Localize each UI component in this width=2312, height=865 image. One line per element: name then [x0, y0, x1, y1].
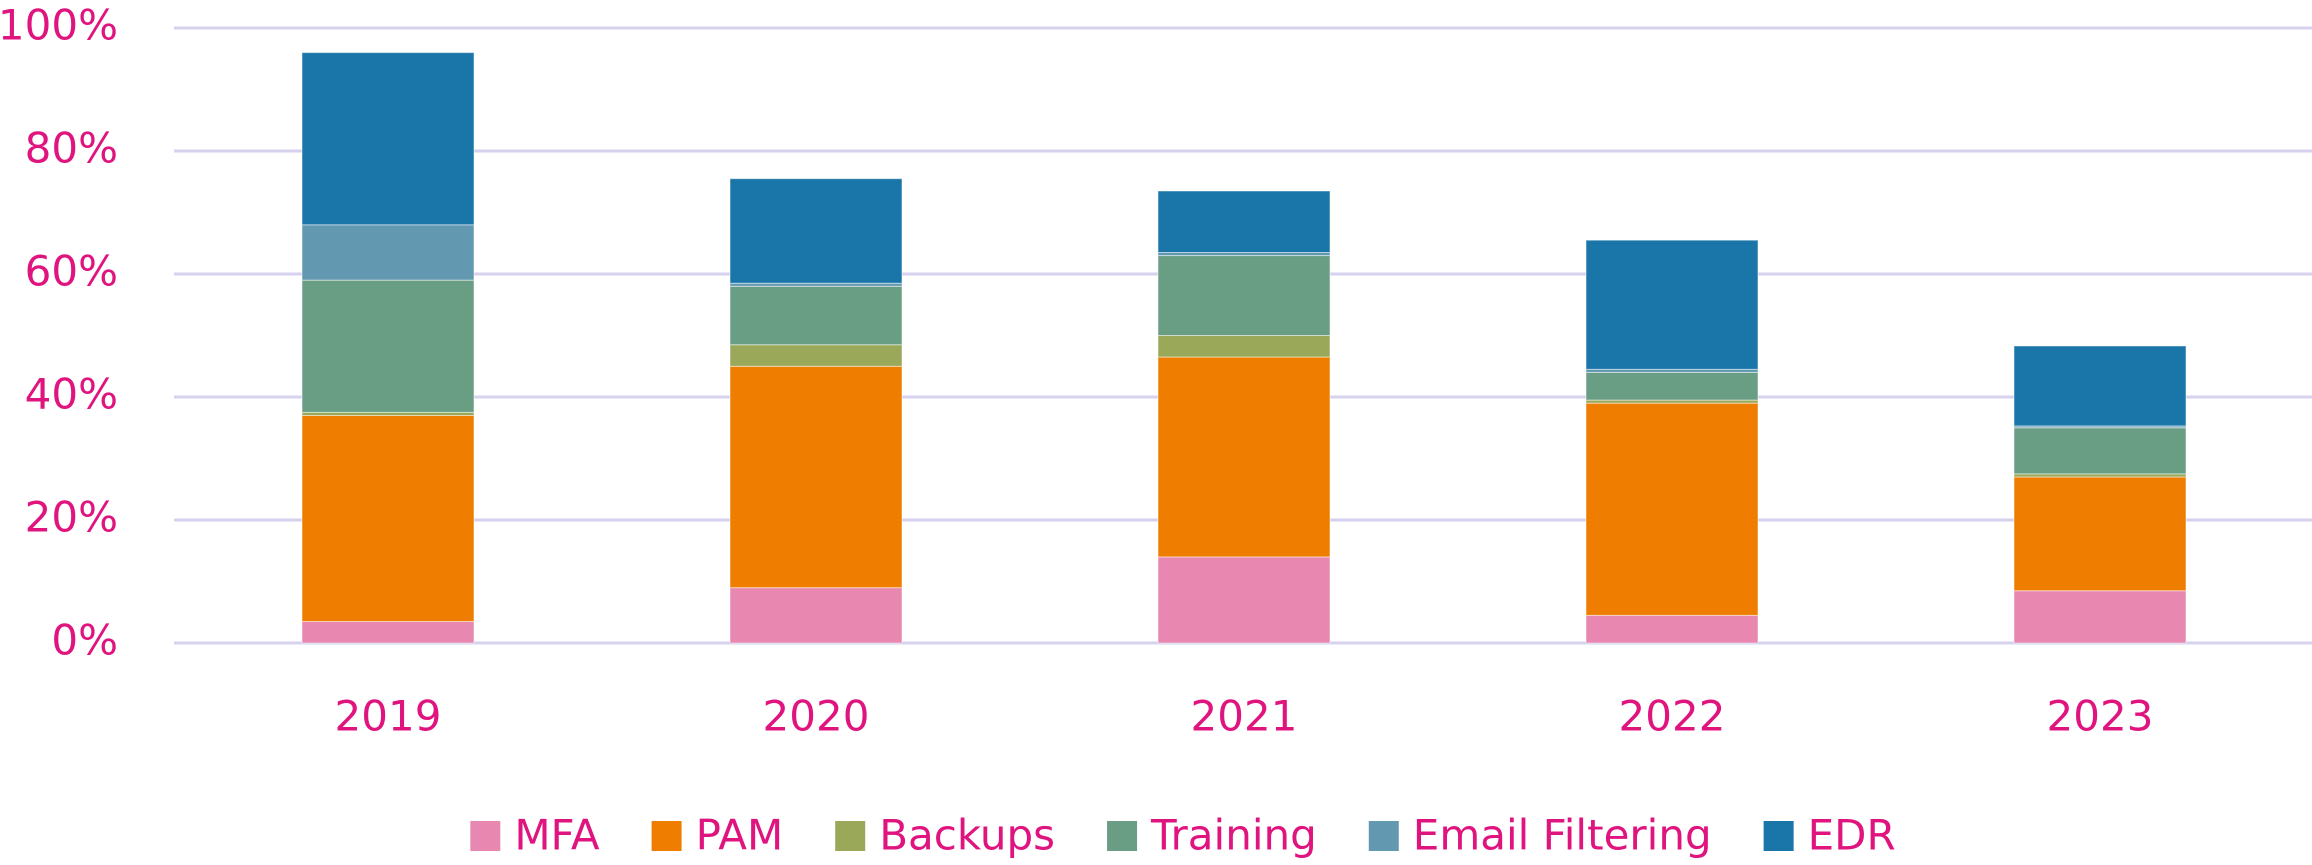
bar-segment — [729, 178, 903, 284]
legend-label: EDR — [1808, 811, 1896, 860]
legend-swatch — [835, 821, 866, 851]
bar-segment — [729, 587, 903, 644]
x-tick-label: 2019 — [335, 692, 442, 741]
bar-segment — [1585, 371, 1759, 401]
bar-segment — [729, 285, 903, 346]
bar-segment — [301, 279, 475, 413]
legend-label: Backups — [879, 811, 1055, 860]
bar-segment — [2013, 476, 2187, 592]
bar-segment — [1157, 190, 1331, 253]
bar-segment — [2013, 427, 2187, 475]
bar-segment — [301, 224, 475, 281]
legend-swatch — [1368, 821, 1399, 851]
bar-segment — [2013, 345, 2187, 427]
y-tick-label: 40% — [25, 370, 118, 419]
bar-segment — [1157, 556, 1331, 644]
y-tick-label: 100% — [0, 1, 118, 50]
y-tick-label: 60% — [25, 247, 118, 296]
x-tick-label: 2023 — [2047, 692, 2154, 741]
y-tick-label: 80% — [25, 124, 118, 173]
bar-segment — [2013, 590, 2187, 644]
bar-segment — [729, 365, 903, 589]
bar-segment — [301, 414, 475, 622]
x-tick-label: 2020 — [763, 692, 870, 741]
legend-label: MFA — [514, 811, 600, 860]
legend-swatch — [651, 821, 682, 851]
x-tick-label: 2021 — [1191, 692, 1298, 741]
bar-segment — [301, 620, 475, 644]
legend-label: PAM — [696, 811, 784, 860]
x-tick-label: 2022 — [1619, 692, 1726, 741]
bar-segment — [1585, 239, 1759, 370]
legend-swatch — [1107, 821, 1138, 851]
bar-segment — [301, 52, 475, 226]
bar-segment — [1157, 356, 1331, 558]
legend-swatch — [1763, 821, 1794, 851]
y-tick-label: 20% — [25, 493, 118, 542]
bar-segment — [1585, 614, 1759, 644]
bar-segment — [1157, 255, 1331, 336]
bar-segment — [1157, 335, 1331, 358]
bar-segment — [729, 344, 903, 367]
legend-label: Training — [1150, 811, 1317, 860]
bar-segment — [1585, 402, 1759, 616]
y-tick-label: 0% — [51, 616, 118, 665]
legend-swatch — [470, 821, 501, 851]
legend-label: Email Filtering — [1413, 811, 1712, 860]
